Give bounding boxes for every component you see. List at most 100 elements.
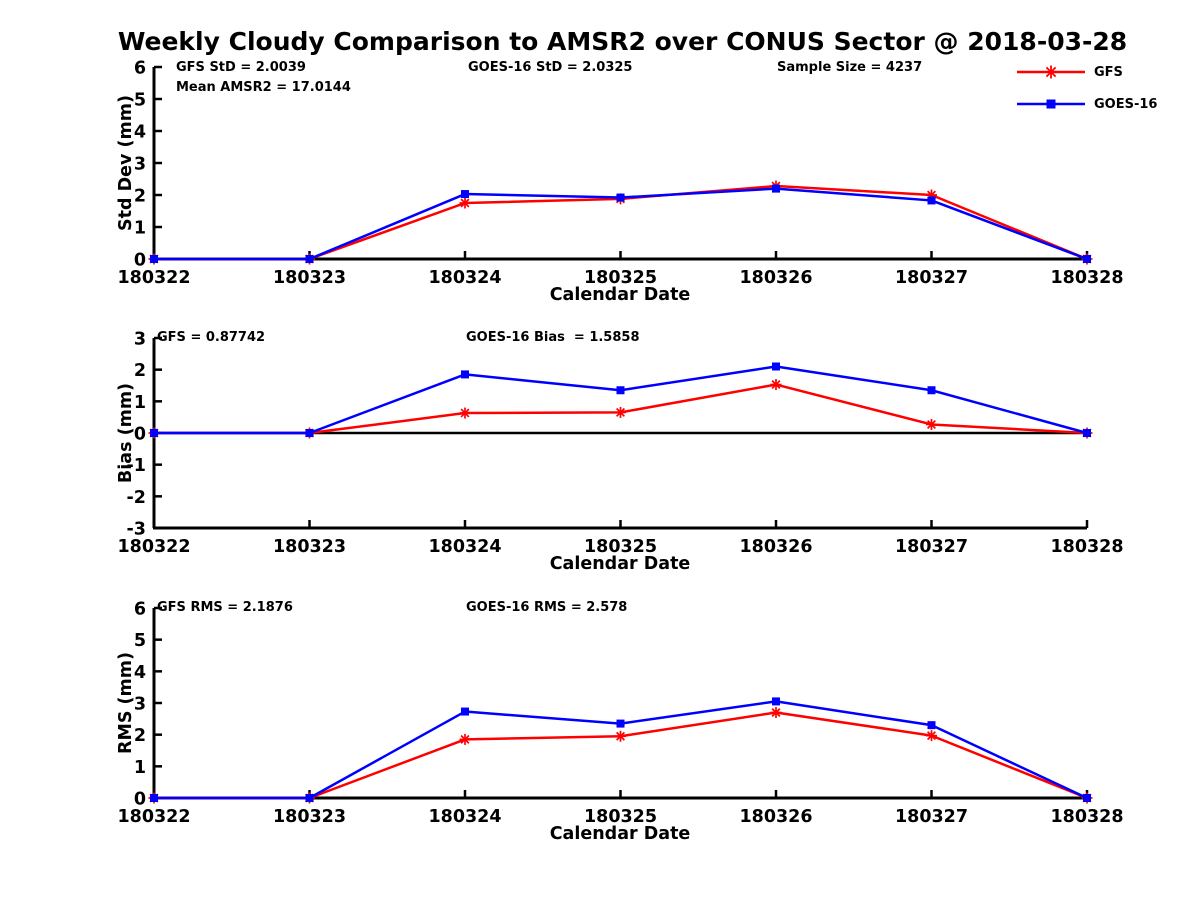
annotation-goes16-rms: GOES-16 RMS = 2.578 <box>466 600 628 615</box>
marker-square-icon <box>616 193 625 202</box>
y-tick-label: 0 <box>134 790 146 810</box>
y-tick-label: -2 <box>127 488 146 508</box>
marker-square-icon <box>772 362 780 371</box>
series-line-goes-16 <box>154 365 1088 435</box>
y-tick-label: 2 <box>134 361 146 381</box>
x-tick-label: 180328 <box>1050 268 1123 288</box>
y-tick-label: 0 <box>134 425 146 445</box>
y-tick-label: 2 <box>134 726 146 746</box>
rms-y-axis-label: RMS (mm) <box>116 651 136 755</box>
marker-square-icon <box>461 190 469 199</box>
x-tick-label: 180323 <box>273 807 346 827</box>
legend-label-gfs: GFS <box>1094 64 1123 80</box>
annotation-gfs-bias: GFS = 0.87742 <box>157 330 266 345</box>
annotation-gfs-rms: GFS RMS = 2.1876 <box>157 600 293 615</box>
marker-star-icon <box>459 197 471 209</box>
y-tick-label: 6 <box>134 600 146 620</box>
x-tick-label: 180323 <box>273 537 346 557</box>
bias-plot: -3 -2 -1 0 1 2 3 180322 180323 180324 180325 180326… <box>117 330 1123 558</box>
y-tick-label: 4 <box>134 663 146 683</box>
y-tick-label: 0 <box>134 251 146 271</box>
gfs-line-star-icon <box>1017 65 1085 79</box>
annotation-mean-amsr2: Mean AMSR2 = 17.0144 <box>176 80 351 95</box>
marker-square-icon <box>616 386 625 395</box>
marker-square-icon <box>305 429 314 437</box>
marker-star-icon <box>615 406 626 418</box>
x-tick-label: 180327 <box>895 268 968 288</box>
x-tick-label: 180324 <box>428 807 501 827</box>
bias-y-axis-label: Bias (mm) <box>116 382 136 484</box>
y-tick-label: 3 <box>134 155 146 175</box>
marker-square-icon <box>927 196 936 205</box>
marker-square-icon <box>305 794 314 802</box>
marker-square-icon <box>1083 429 1091 437</box>
legend-label-goes16: GOES-16 <box>1094 96 1158 112</box>
marker-square-icon <box>927 386 936 395</box>
marker-square-icon <box>772 697 780 706</box>
marker-square-icon <box>1083 255 1091 263</box>
x-tick-label: 180326 <box>739 268 812 288</box>
y-tick-label: 1 <box>134 758 146 778</box>
x-tick-label: 180322 <box>117 268 190 288</box>
bias-x-axis-label: Calendar Date <box>549 554 691 574</box>
marker-square-icon <box>150 429 158 437</box>
page-title: Weekly Cloudy Comparison to AMSR2 over C… <box>117 27 1128 56</box>
y-tick-label: -1 <box>127 456 146 476</box>
marker-star-icon <box>459 407 471 419</box>
marker-star-icon <box>459 733 471 745</box>
x-tick-label: 180326 <box>739 537 812 557</box>
x-tick-label: 180326 <box>739 807 812 827</box>
marker-square-icon <box>772 184 780 193</box>
x-tick-label: 180325 <box>584 268 657 288</box>
series-line-goes-16 <box>154 700 1088 800</box>
legend-entry-gfs: GFS <box>1016 64 1157 80</box>
y-tick-label: 5 <box>134 631 146 651</box>
marker-square-icon <box>150 794 158 802</box>
x-tick-label: 180323 <box>273 268 346 288</box>
annotation-goes16-std: GOES-16 StD = 2.0325 <box>468 60 633 75</box>
marker-star-icon <box>926 418 937 430</box>
y-tick-label: 3 <box>134 695 146 715</box>
marker-star-icon <box>770 707 782 718</box>
goes16-line-square-icon <box>1017 99 1085 109</box>
marker-square-icon <box>616 719 625 728</box>
y-tick-label: 3 <box>134 330 146 350</box>
marker-square-icon <box>927 721 936 730</box>
x-tick-label: 180324 <box>428 268 501 288</box>
legend-entry-goes16: GOES-16 <box>1016 96 1157 112</box>
x-tick-label: 180328 <box>1050 537 1123 557</box>
y-tick-label: -3 <box>127 520 146 540</box>
std-dev-y-axis-label: Std Dev (mm) <box>116 95 136 231</box>
marker-square-icon <box>1083 794 1091 802</box>
y-tick-label: 2 <box>134 187 146 207</box>
y-tick-label: 1 <box>134 393 146 413</box>
x-tick-label: 180322 <box>117 807 190 827</box>
marker-square-icon <box>461 370 469 379</box>
x-tick-label: 180325 <box>584 537 657 557</box>
rms-x-axis-label: Calendar Date <box>549 824 691 844</box>
x-tick-label: 180327 <box>895 807 968 827</box>
x-tick-label: 180327 <box>895 537 968 557</box>
rms-plot: 0 1 2 3 4 5 6 180322 180323 180324 180325 180326 180… <box>117 600 1123 828</box>
x-tick-label: 180322 <box>117 537 190 557</box>
marker-star-icon <box>926 730 937 742</box>
annotation-gfs-std: GFS StD = 2.0039 <box>176 60 306 75</box>
marker-square-icon <box>150 255 158 263</box>
marker-square-icon <box>461 707 469 716</box>
annotation-sample-size: Sample Size = 4237 <box>777 60 923 75</box>
marker-star-icon <box>615 730 626 742</box>
y-tick-label: 6 <box>134 59 146 79</box>
x-tick-label: 180324 <box>428 537 501 557</box>
std-dev-plot: 0 1 2 3 4 5 6 180322 180323 180324 180325 180326 180… <box>117 59 1123 289</box>
y-tick-label: 1 <box>134 219 146 239</box>
legend: GFS GOES-16 <box>1016 64 1157 128</box>
x-tick-label: 180328 <box>1050 807 1123 827</box>
marker-star-icon <box>770 379 782 391</box>
annotation-goes16-bias: GOES-16 Bias = 1.5858 <box>466 330 640 345</box>
std-dev-x-axis-label: Calendar Date <box>549 285 691 305</box>
y-tick-label: 5 <box>134 91 146 111</box>
x-tick-label: 180325 <box>584 807 657 827</box>
marker-square-icon <box>305 255 314 263</box>
